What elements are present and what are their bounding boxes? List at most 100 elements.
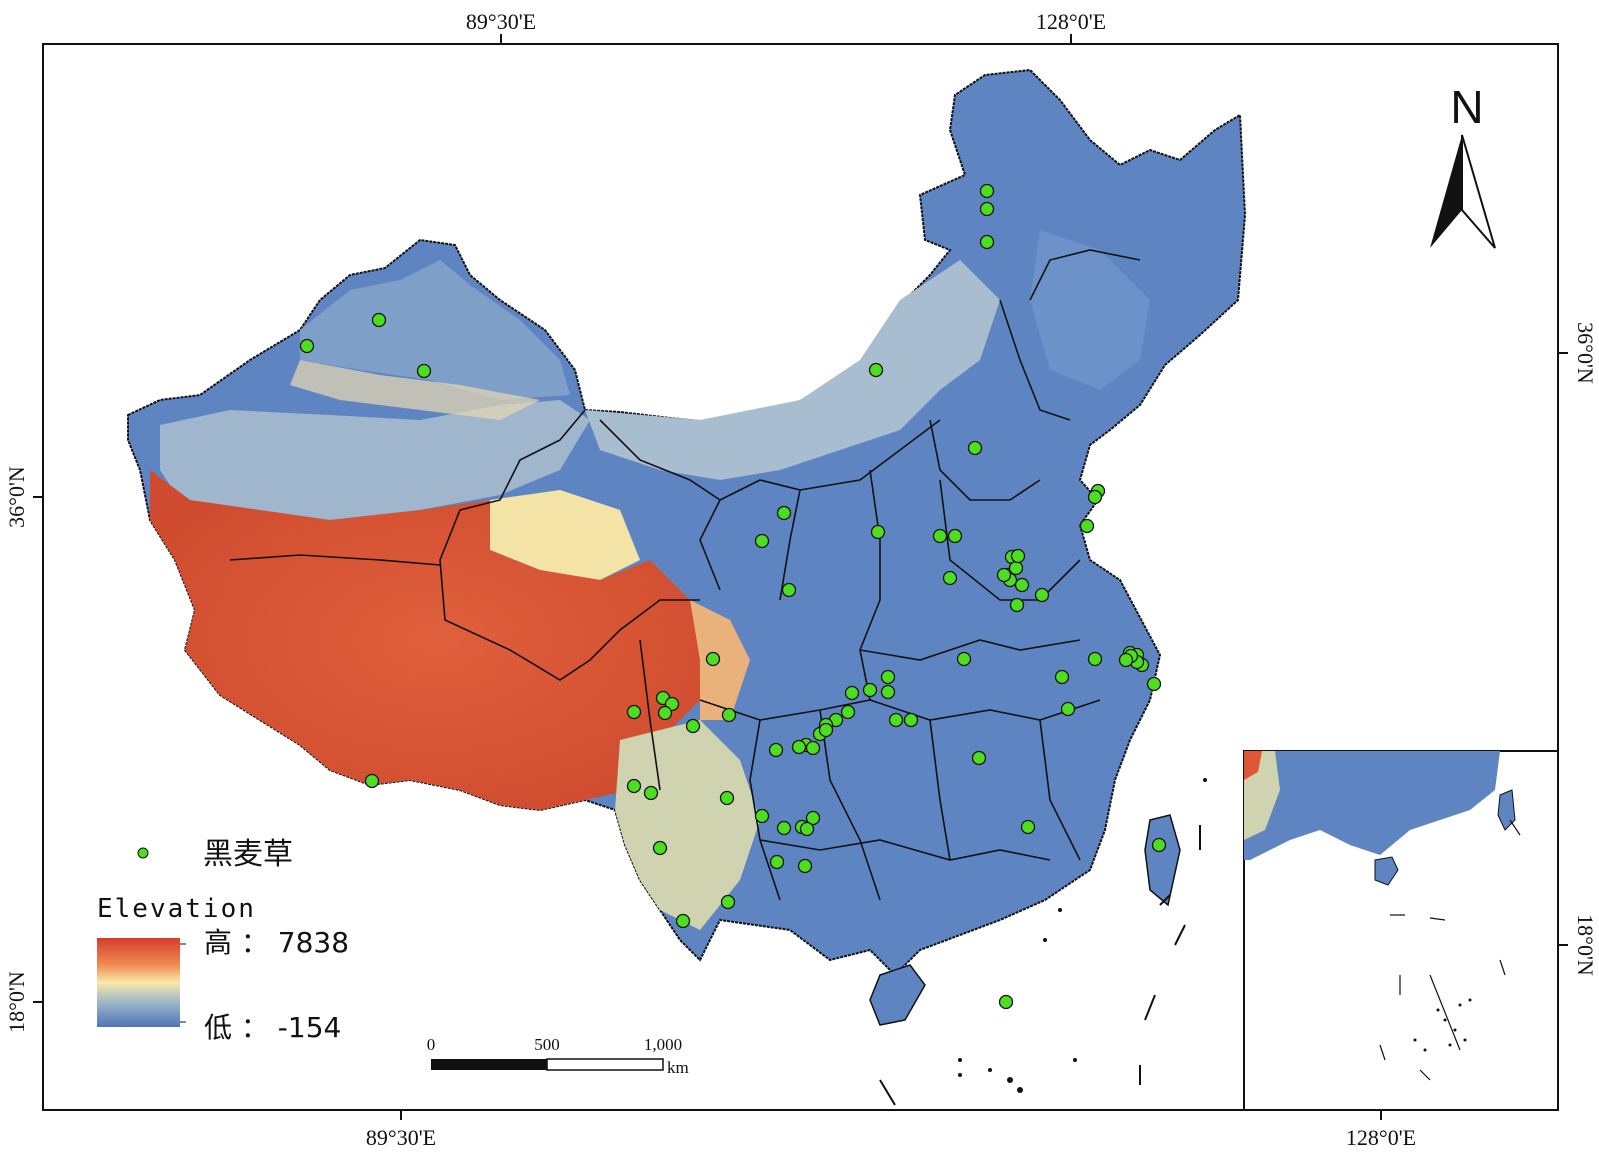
occurrence-point (1060, 701, 1076, 717)
occurrence-point (1079, 518, 1095, 534)
tarim-basin (160, 400, 590, 520)
occurrence-point (880, 684, 896, 700)
occurrence-point (626, 704, 642, 720)
occurrence-point (685, 718, 701, 734)
occurrence-point (932, 528, 948, 544)
occurrence-point (657, 705, 673, 721)
occurrence-point (862, 682, 878, 698)
occurrence-point (880, 669, 896, 685)
occurrence-point (903, 712, 919, 728)
inset-hainan (1374, 856, 1399, 886)
occurrence-point (840, 704, 856, 720)
north-plateau (585, 260, 1000, 480)
bottom-longitude-label-1: 89°30'E (366, 1125, 436, 1150)
occurrence-point (768, 742, 784, 758)
occurrence-point (776, 820, 792, 836)
occurrence-point (769, 854, 785, 870)
inset-mainland (1244, 751, 1500, 860)
taiwan-island (1144, 814, 1181, 907)
right-latitude-label-1: 36°0'N (1573, 322, 1598, 384)
legend-elevation-title: Elevation (97, 894, 256, 924)
occurrence-point (818, 722, 834, 738)
occurrence-point (1010, 548, 1026, 564)
legend-species-label: 黑麦草 (203, 837, 293, 872)
south-china-sea-inset (1243, 750, 1559, 1111)
occurrence-point (721, 707, 737, 723)
occurrence-point (870, 524, 886, 540)
occurrence-point (868, 362, 884, 378)
dzungaria (300, 260, 570, 400)
occurrence-point (675, 913, 691, 929)
occurrence-point (719, 790, 735, 806)
occurrence-point (971, 750, 987, 766)
north-arrow-label: N (1450, 81, 1483, 133)
small-islands (958, 778, 1207, 1093)
legend: 黑麦草 Elevation 高 ： 7838 低 ： -154 (97, 837, 349, 1044)
occurrence-point (416, 363, 432, 379)
bottom-longitude-label-2: 128°0'E (1346, 1125, 1416, 1150)
occurrence-point (652, 840, 668, 856)
left-latitude-label-2: 18°0'N (4, 971, 29, 1033)
occurrence-point (979, 201, 995, 217)
occurrence-point (996, 567, 1012, 583)
occurrence-point (299, 338, 315, 354)
legend-high-label: 高 ： 7838 (204, 926, 349, 959)
occurrence-point (1020, 819, 1036, 835)
occurrence-point (956, 651, 972, 667)
scale-label-0: 0 (427, 1035, 436, 1054)
occurrence-point (364, 773, 380, 789)
north-arrow-icon (1430, 135, 1462, 248)
occurrence-point (754, 808, 770, 824)
scale-label-1000: 1,000 (644, 1035, 682, 1054)
occurrence-point (1008, 560, 1024, 576)
qaidam-basin (490, 490, 640, 580)
top-longitude-label-1: 89°30'E (466, 9, 536, 34)
province-boundaries (229, 249, 1141, 901)
inset-tibet-edge (1244, 751, 1262, 780)
scale-label-500: 500 (534, 1035, 560, 1054)
occurrence-point (371, 312, 387, 328)
graticule-ticks (33, 34, 1568, 1120)
tianshan-band (290, 360, 540, 420)
occurrence-point (1151, 837, 1167, 853)
occurrence-point (942, 570, 958, 586)
occurrence-point (979, 234, 995, 250)
occurrence-point (1034, 587, 1050, 603)
occurrence-point (1014, 577, 1030, 593)
top-longitude-label-2: 128°0'E (1036, 9, 1106, 34)
occurrence-point (643, 785, 659, 801)
occurrence-point (705, 651, 721, 667)
occurrence-point (776, 505, 792, 521)
left-latitude-label-1: 36°0'N (4, 466, 29, 528)
occurrence-point (626, 778, 642, 794)
occurrence-point (754, 533, 770, 549)
occurrence-point (998, 994, 1014, 1010)
occurrence-point (844, 685, 860, 701)
scale-bar: 0 500 1,000 km (427, 1035, 689, 1077)
occurrence-points (299, 183, 1444, 1010)
occurrence-point (805, 810, 821, 826)
occurrence-point (1087, 489, 1103, 505)
legend-point-symbol (137, 847, 149, 859)
elevation-color-ramp (97, 938, 180, 1027)
occurrence-point (1118, 652, 1134, 668)
yunnan-highlands (615, 720, 760, 930)
occurrence-point (781, 582, 797, 598)
occurrence-point (1054, 669, 1070, 685)
occurrence-point (797, 858, 813, 874)
occurrence-point (799, 821, 815, 837)
occurrence-point (1146, 676, 1162, 692)
scale-unit: km (667, 1058, 689, 1077)
north-arrow: N (1430, 81, 1496, 249)
occurrence-point (720, 894, 736, 910)
south-sea-marks (879, 825, 1201, 1106)
occurrence-point (805, 740, 821, 756)
occurrence-point (888, 712, 904, 728)
occurrence-point (791, 739, 807, 755)
occurrence-point (947, 528, 963, 544)
occurrence-point (1009, 597, 1025, 613)
occurrence-point (1087, 651, 1103, 667)
occurrence-point (979, 183, 995, 199)
hainan-island (869, 964, 926, 1026)
